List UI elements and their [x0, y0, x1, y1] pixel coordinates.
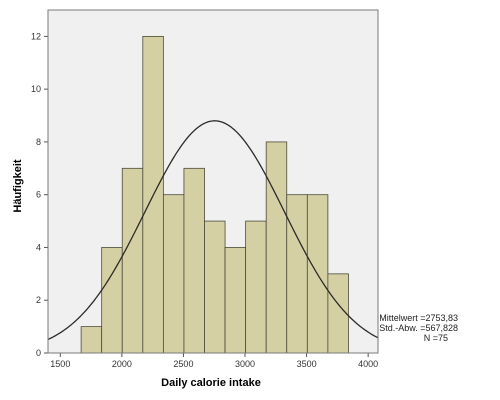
y-tick-label: 4	[36, 242, 41, 252]
y-tick-label: 0	[36, 348, 41, 358]
y-tick-label: 6	[36, 190, 41, 200]
x-axis: 1500 2000 2500 3000 3500 4000	[50, 353, 378, 369]
x-tick-label: 2000	[112, 359, 132, 369]
histogram-bar	[80, 326, 103, 354]
histogram-bar	[286, 194, 308, 354]
x-tick-label: 3000	[235, 359, 255, 369]
histogram-bars	[80, 35, 349, 354]
normal-curve	[47, 120, 379, 341]
plot-frame	[47, 9, 379, 354]
histogram-bar	[245, 220, 267, 354]
histogram-bar	[204, 220, 226, 354]
histogram-bar	[162, 194, 185, 354]
y-tick-label: 10	[31, 84, 41, 94]
histogram-bar	[265, 141, 288, 354]
x-tick-label: 3500	[297, 359, 317, 369]
histogram-bar	[224, 247, 247, 354]
y-tick-label: 2	[36, 295, 41, 305]
histogram-bar	[121, 167, 144, 354]
x-tick-label: 4000	[358, 359, 378, 369]
x-axis-title: Daily calorie intake	[161, 377, 261, 389]
y-axis-title: Häufigkeit	[12, 159, 24, 213]
y-tick-label: 12	[31, 31, 41, 41]
histogram-bar	[183, 167, 205, 354]
y-axis: 0 2 4 6 8 10 12	[31, 31, 48, 358]
histogram-bar	[101, 247, 123, 354]
x-tick-label: 2500	[173, 359, 193, 369]
stats-n: N =75	[424, 333, 448, 343]
x-tick-label: 1500	[50, 359, 70, 369]
stats-mean: Mittelwert =2753,83	[379, 313, 458, 323]
stats-sd: Std.-Abw. =567,828	[379, 323, 458, 333]
y-tick-label: 8	[36, 137, 41, 147]
